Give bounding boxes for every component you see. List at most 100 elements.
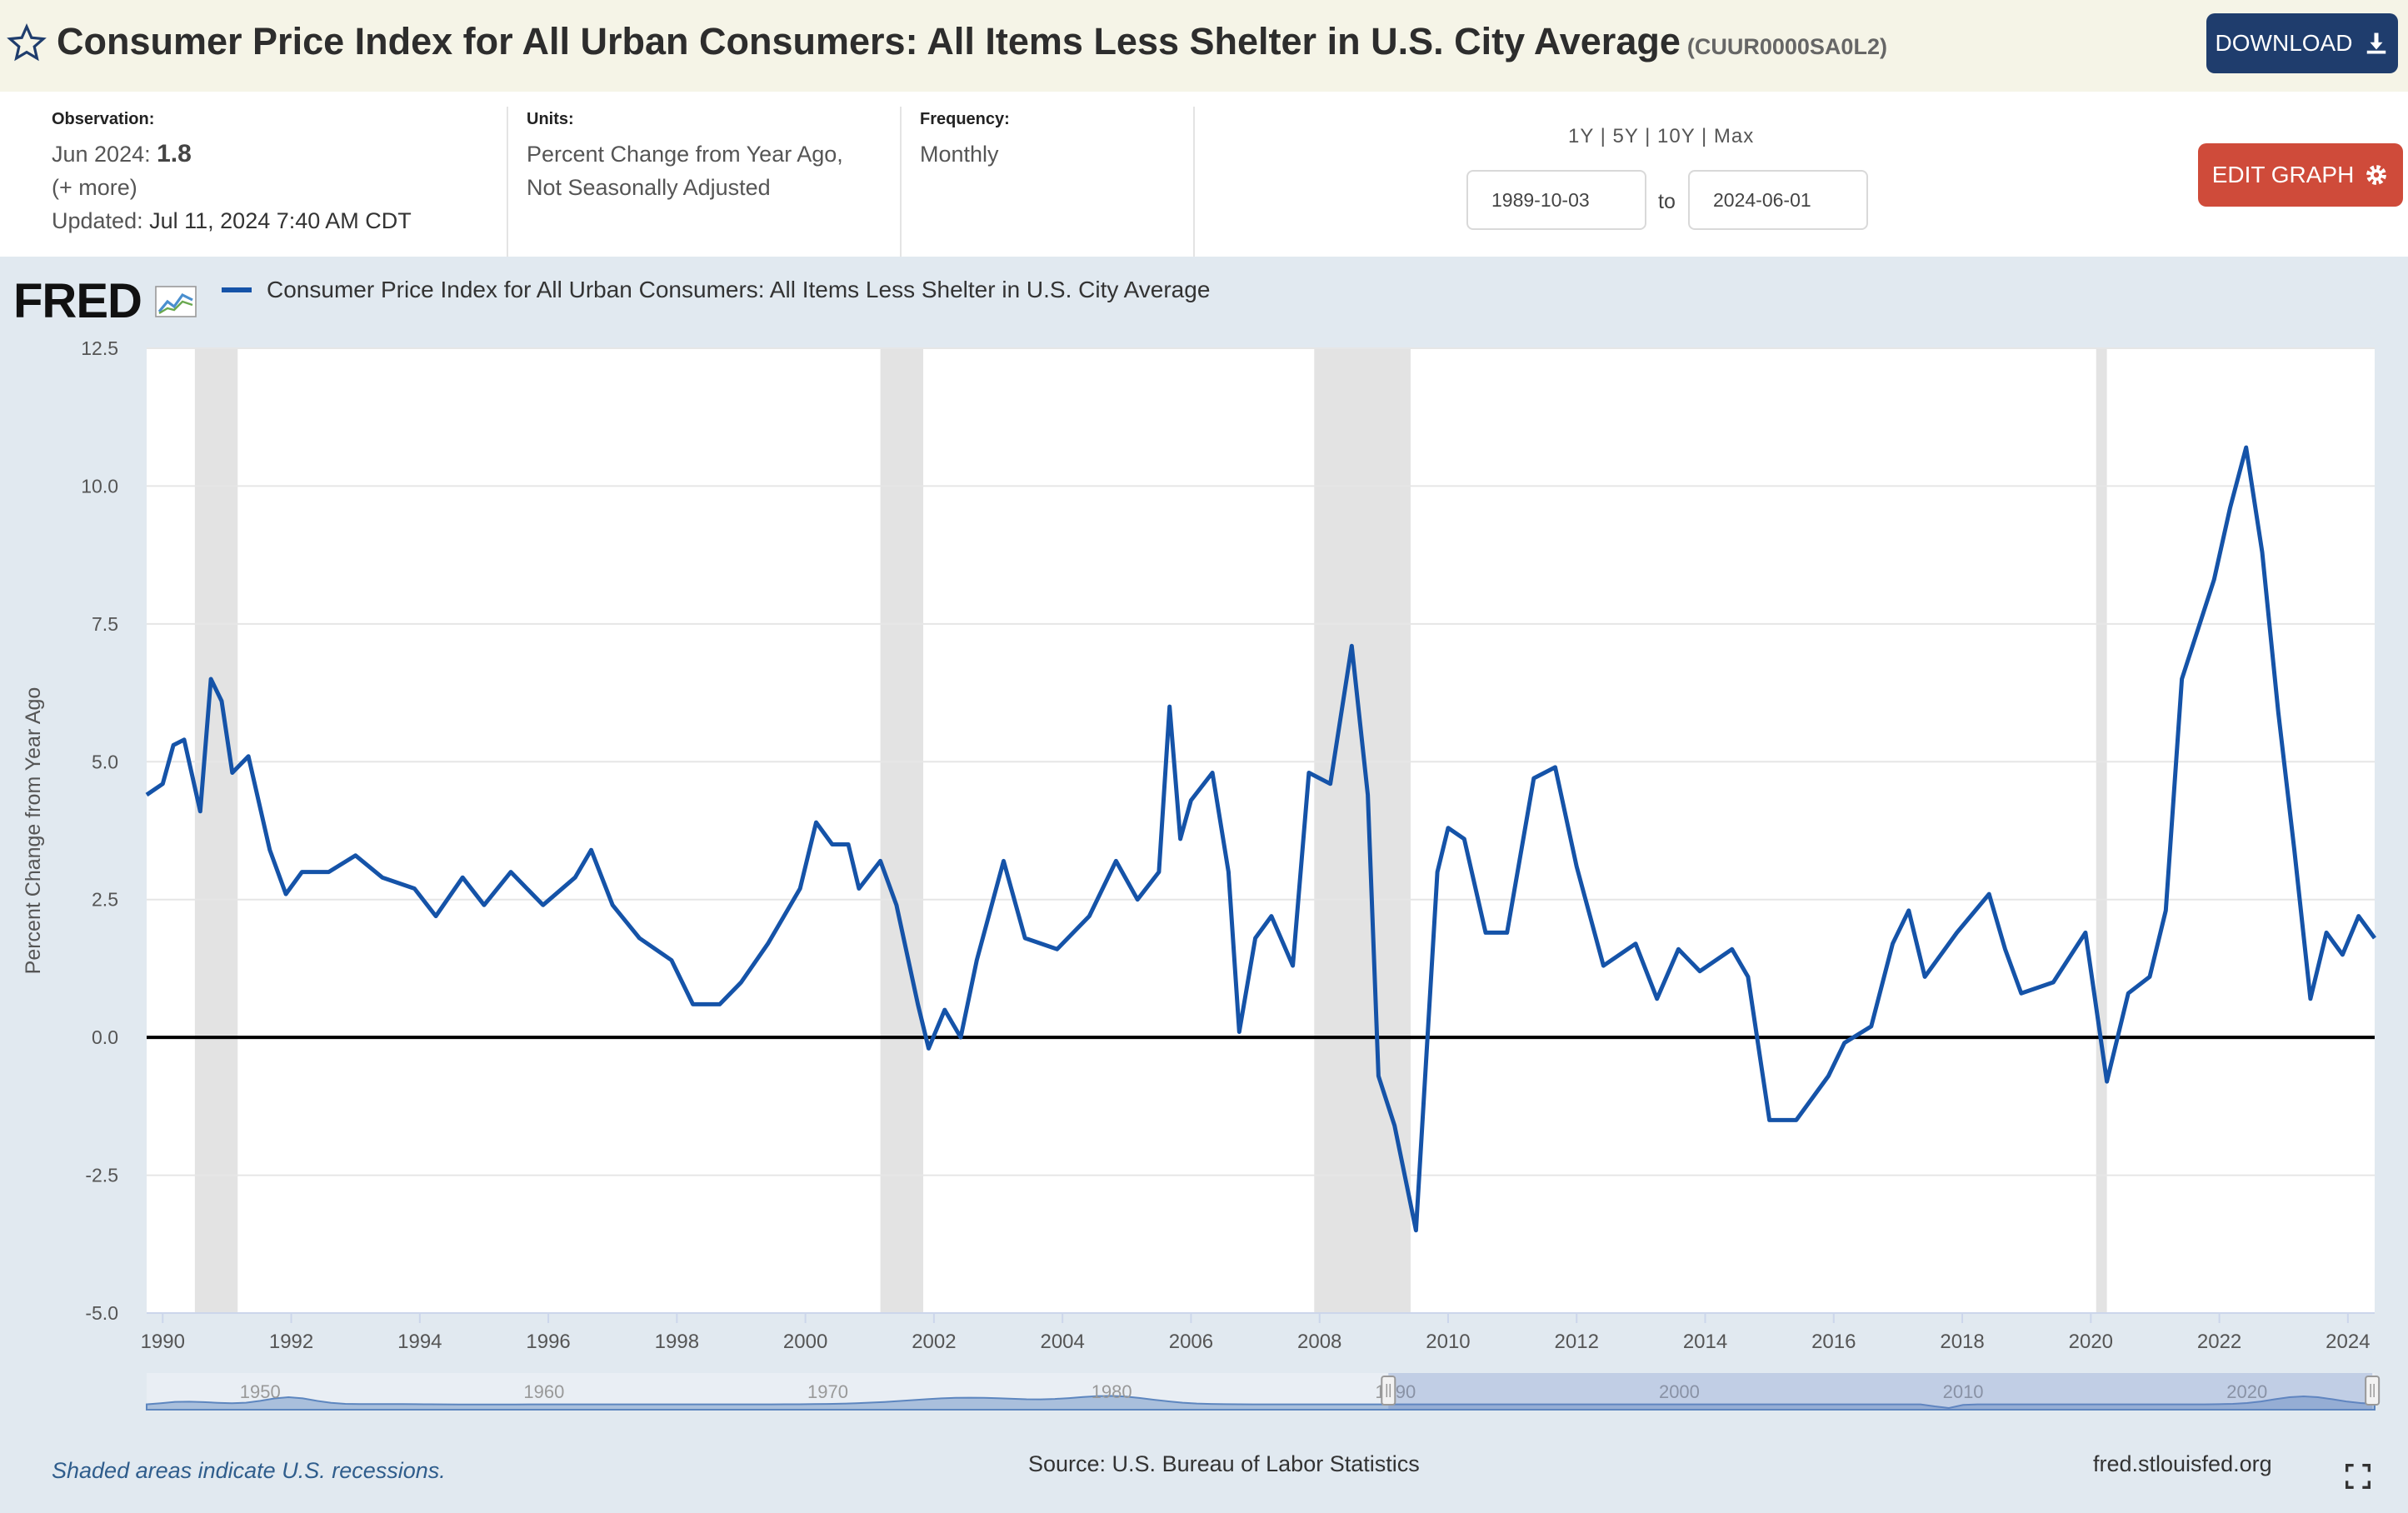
recession-note: Shaded areas indicate U.S. recessions.	[52, 1458, 446, 1483]
x-tick-label: 2012	[1555, 1331, 1599, 1353]
observation-date: Jun 2024:	[52, 142, 151, 167]
series-code: (CUUR0000SA0L2)	[1686, 34, 1887, 59]
x-tick-label: 2006	[1169, 1331, 1213, 1353]
y-tick-label: 10.0	[81, 475, 118, 497]
y-tick-label: -2.5	[85, 1165, 118, 1186]
x-tick-label: 1994	[397, 1331, 442, 1353]
frequency-block: Frequency: Monthly	[920, 110, 1010, 171]
fred-logo: FRED	[13, 273, 197, 329]
y-tick-label: 5.0	[92, 751, 118, 772]
units-block: Units: Percent Change from Year Ago, Not…	[527, 110, 843, 204]
x-tick-label: 1990	[141, 1331, 185, 1353]
y-axis-label: Percent Change from Year Ago	[22, 687, 45, 975]
legend-label: Consumer Price Index for All Urban Consu…	[267, 277, 1211, 302]
range-navigator[interactable]: 19501960197019801990200020102020	[146, 1373, 2381, 1411]
navigator-handle[interactable]	[2365, 1376, 2381, 1406]
frequency-label: Frequency:	[920, 110, 1010, 128]
series-metadata: Observation: Jun 2024: 1.8 (+ more) Upda…	[0, 92, 2408, 257]
x-tick-label: 2020	[2069, 1331, 2113, 1353]
x-tick-label: 1992	[269, 1331, 313, 1353]
y-tick-label: -5.0	[85, 1302, 118, 1324]
frequency-value: Monthly	[920, 142, 999, 167]
range-sep: |	[1645, 125, 1651, 147]
observation-line: Jun 2024: 1.8	[52, 137, 412, 171]
x-tick-label: 2002	[912, 1331, 956, 1353]
chart-panel: FRED Consumer Price Index for All Urban …	[0, 257, 2408, 1513]
series-title: Consumer Price Index for All Urban Consu…	[57, 20, 1681, 62]
download-button[interactable]: DOWNLOAD	[2206, 13, 2398, 73]
x-tick-label: 2000	[783, 1331, 827, 1353]
range-1y[interactable]: 1Y	[1568, 125, 1594, 147]
chart-logo-icon	[155, 286, 197, 317]
navigator-label: 1980	[1092, 1381, 1132, 1402]
fred-logo-text: FRED	[13, 274, 142, 328]
y-tick-label: 7.5	[92, 613, 118, 635]
x-axis: 1990 1992 1994 1996 1998 2000 2002 2004 2006 2008…	[141, 1312, 2375, 1353]
divider	[1193, 107, 1195, 257]
title-bar: Consumer Price Index for All Urban Consu…	[0, 0, 2408, 92]
recession-band	[1314, 348, 1411, 1313]
divider	[507, 107, 508, 257]
x-tick-label: 1998	[655, 1331, 699, 1353]
navigator-handle[interactable]	[1381, 1376, 1396, 1406]
gear-icon	[2366, 165, 2387, 185]
recession-band	[194, 348, 238, 1313]
divider	[900, 107, 902, 257]
y-axis: -5.0 -2.5 0.0 2.5 5.0 7.5 10.0 12.5	[81, 337, 118, 1324]
range-10y[interactable]: 10Y	[1657, 125, 1696, 147]
download-icon	[2367, 32, 2386, 54]
range-sep: |	[1600, 125, 1606, 147]
start-date-input[interactable]: 1989-10-03	[1466, 170, 1646, 230]
x-tick-label: 2008	[1297, 1331, 1341, 1353]
x-tick-label: 2010	[1426, 1331, 1470, 1353]
series-line	[145, 445, 2377, 1233]
updated-label: Updated:	[52, 208, 143, 233]
more-link[interactable]: (+ more)	[52, 175, 137, 200]
fred-url[interactable]: fred.stlouisfed.org	[2093, 1451, 2272, 1476]
navigator-label: 1970	[807, 1381, 848, 1402]
x-tick-label: 2004	[1040, 1331, 1084, 1353]
recession-shading	[147, 348, 2375, 1313]
edit-graph-label: EDIT GRAPH	[2211, 162, 2355, 187]
updated-value: Jul 11, 2024 7:40 AM CDT	[149, 208, 412, 233]
to-label: to	[1658, 190, 1676, 213]
x-tick-label: 2022	[2197, 1331, 2241, 1353]
observation-block: Observation: Jun 2024: 1.8 (+ more) Upda…	[52, 110, 412, 237]
fullscreen-icon[interactable]	[2345, 1463, 2371, 1490]
units-line2: Not Seasonally Adjusted	[527, 175, 771, 200]
y-tick-label: 12.5	[81, 337, 118, 359]
range-5y[interactable]: 5Y	[1612, 125, 1639, 147]
download-label: DOWNLOAD	[2215, 30, 2353, 56]
units-line1: Percent Change from Year Ago,	[527, 142, 843, 167]
recession-band	[880, 348, 924, 1313]
navigator-label: 2020	[2226, 1381, 2267, 1402]
x-tick-label: 1996	[526, 1331, 570, 1353]
observation-value: 1.8	[157, 140, 192, 167]
x-tick-label: 2016	[1811, 1331, 1856, 1353]
edit-graph-button[interactable]: EDIT GRAPH	[2198, 143, 2403, 207]
source-text: Source: U.S. Bureau of Labor Statistics	[1028, 1451, 1420, 1476]
x-tick-label: 2014	[1683, 1331, 1727, 1353]
navigator-label: 2010	[1943, 1381, 1984, 1402]
x-tick-label: 2024	[2326, 1331, 2370, 1353]
range-selector: 1Y | 5Y | 10Y | Max	[1568, 125, 1754, 148]
range-max[interactable]: Max	[1713, 125, 1755, 147]
y-tick-label: 0.0	[92, 1026, 118, 1048]
range-sep: |	[1701, 125, 1708, 147]
navigator-selection	[1388, 1373, 2373, 1410]
end-date-input[interactable]: 2024-06-01	[1688, 170, 1868, 230]
navigator-label: 1960	[523, 1381, 564, 1402]
recession-band	[2096, 348, 2107, 1313]
units-label: Units:	[527, 110, 574, 128]
navigator-label: 2000	[1659, 1381, 1700, 1402]
navigator-series	[146, 1395, 2376, 1411]
observation-label: Observation:	[52, 110, 155, 128]
line-chart[interactable]: -5.0-2.50.02.55.07.510.012.5 1990 1992 199…	[0, 257, 2408, 1440]
legend-swatch	[222, 287, 252, 292]
updated-line: Updated: Jul 11, 2024 7:40 AM CDT	[52, 204, 412, 237]
chart-legend: Consumer Price Index for All Urban Consu…	[222, 277, 1210, 303]
star-icon[interactable]	[7, 23, 47, 63]
x-tick-label: 2018	[1940, 1331, 1984, 1353]
plot-background	[147, 348, 2375, 1313]
y-tick-label: 2.5	[92, 889, 118, 911]
